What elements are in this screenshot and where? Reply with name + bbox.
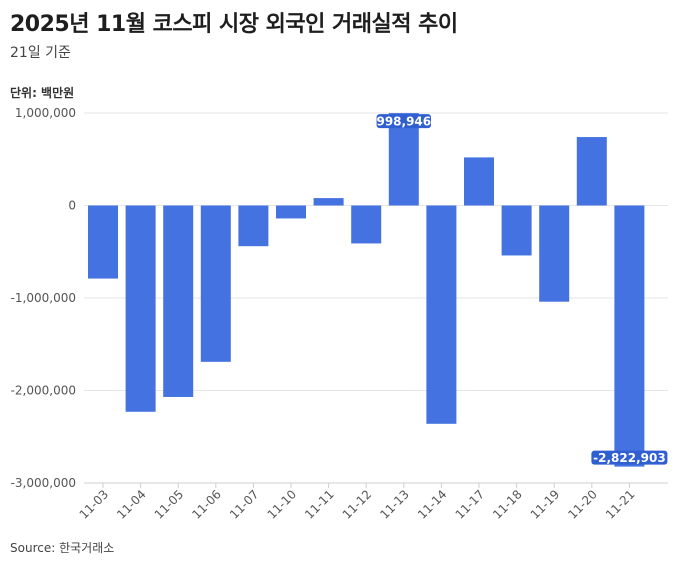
x-tick-label: 11-21 <box>603 487 638 522</box>
bar-11-13 <box>388 113 419 206</box>
x-tick-label: 11-20 <box>565 487 600 522</box>
bar-11-21 <box>614 205 645 467</box>
x-tick-label: 11-18 <box>490 487 525 522</box>
data-label: 998,946 <box>376 115 431 129</box>
bar-11-05 <box>163 205 194 397</box>
data-label: -2,822,903 <box>593 451 666 465</box>
y-tick-label: 0 <box>68 199 76 213</box>
x-tick-label: 11-10 <box>265 487 300 522</box>
bar-11-11 <box>313 198 344 206</box>
source-note: Source: 한국거래소 <box>10 541 115 555</box>
data-label-bg <box>376 114 431 129</box>
chart-subtitle: 21일 기준 <box>10 45 71 61</box>
bar-11-03 <box>88 205 118 279</box>
y-tick-label: -2,000,000 <box>11 384 76 398</box>
bar-11-12 <box>351 205 382 244</box>
x-tick-label: 11-06 <box>189 487 224 522</box>
bar-11-10 <box>276 205 306 219</box>
bar-11-17 <box>464 157 494 206</box>
chart-title: 2025년 11월 코스피 시장 외국인 거래실적 추이 <box>10 12 458 37</box>
bar-11-14 <box>426 205 457 424</box>
bar-11-06 <box>200 205 231 362</box>
x-tick-label: 11-13 <box>377 487 412 522</box>
bar-11-18 <box>501 205 532 256</box>
x-tick-label: 11-03 <box>77 487 112 522</box>
x-tick-label: 11-05 <box>152 487 187 522</box>
x-axis: 11-03 11-04 11-05 11-06 11-07 11-10 11-11 11-12… <box>77 483 638 522</box>
x-tick-label: 11-11 <box>302 487 337 522</box>
unit-label: 단위: 백만원 <box>10 86 75 100</box>
x-tick-label: 11-17 <box>453 487 488 522</box>
data-label-bg <box>591 450 668 465</box>
y-axis: 1,000,000 0 -1,000,000 -2,000,000 -3,000,000 <box>11 106 668 490</box>
x-tick-label: 11-19 <box>528 487 563 522</box>
bar-11-20 <box>576 137 607 206</box>
x-tick-label: 11-14 <box>415 487 450 522</box>
x-tick-label: 11-04 <box>114 487 149 522</box>
bars <box>88 113 645 467</box>
y-tick-label: -1,000,000 <box>11 291 76 305</box>
bar-11-04 <box>125 205 156 412</box>
bar-11-07 <box>238 205 269 247</box>
data-labels: 998,946 -2,822,903 <box>376 114 668 465</box>
y-tick-label: 1,000,000 <box>15 106 76 120</box>
x-tick-label: 11-12 <box>340 487 375 522</box>
x-tick-label: 11-07 <box>227 487 262 522</box>
bar-11-19 <box>539 205 570 302</box>
y-tick-label: -3,000,000 <box>11 476 76 490</box>
